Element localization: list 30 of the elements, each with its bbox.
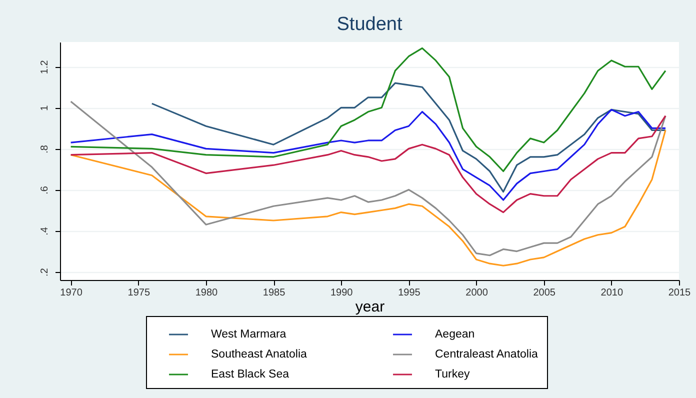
legend-label: Aegean xyxy=(435,328,475,340)
line-series xyxy=(70,115,666,214)
x-tick-label: 1980 xyxy=(195,288,218,298)
legend-label: East Black Sea xyxy=(211,368,290,380)
x-tick-label: 1990 xyxy=(330,288,354,298)
y-tick-label: 1 xyxy=(40,104,50,111)
line-series xyxy=(70,129,666,266)
x-tick-label: 2005 xyxy=(533,288,556,298)
y-tick-label: .6 xyxy=(40,186,50,194)
y-tick-label: 1.2 xyxy=(40,60,50,74)
line-series xyxy=(70,108,666,201)
x-tick-label: 1975 xyxy=(128,288,150,298)
legend-label: Centraleast Anatolia xyxy=(435,348,539,360)
line-series xyxy=(151,82,666,193)
y-tick-label: .4 xyxy=(40,226,50,236)
legend-label: Southeast Anatolia xyxy=(211,348,308,360)
line-series xyxy=(70,47,666,172)
x-tick-label: 1985 xyxy=(262,288,286,298)
legend-label: Turkey xyxy=(435,368,470,380)
y-tick-label: .2 xyxy=(40,268,50,276)
x-axis-title: year xyxy=(355,298,385,316)
chart-title: Student xyxy=(336,14,403,35)
y-tick-label: .8 xyxy=(40,144,50,154)
line-series xyxy=(70,100,666,256)
x-tick-label: 2000 xyxy=(466,288,488,298)
x-tick-label: 1995 xyxy=(398,288,421,298)
x-tick-label: 2010 xyxy=(600,288,624,298)
legend-label: West Marmara xyxy=(211,328,287,340)
x-tick-label: 2015 xyxy=(668,288,692,298)
x-tick-label: 1970 xyxy=(60,288,83,298)
